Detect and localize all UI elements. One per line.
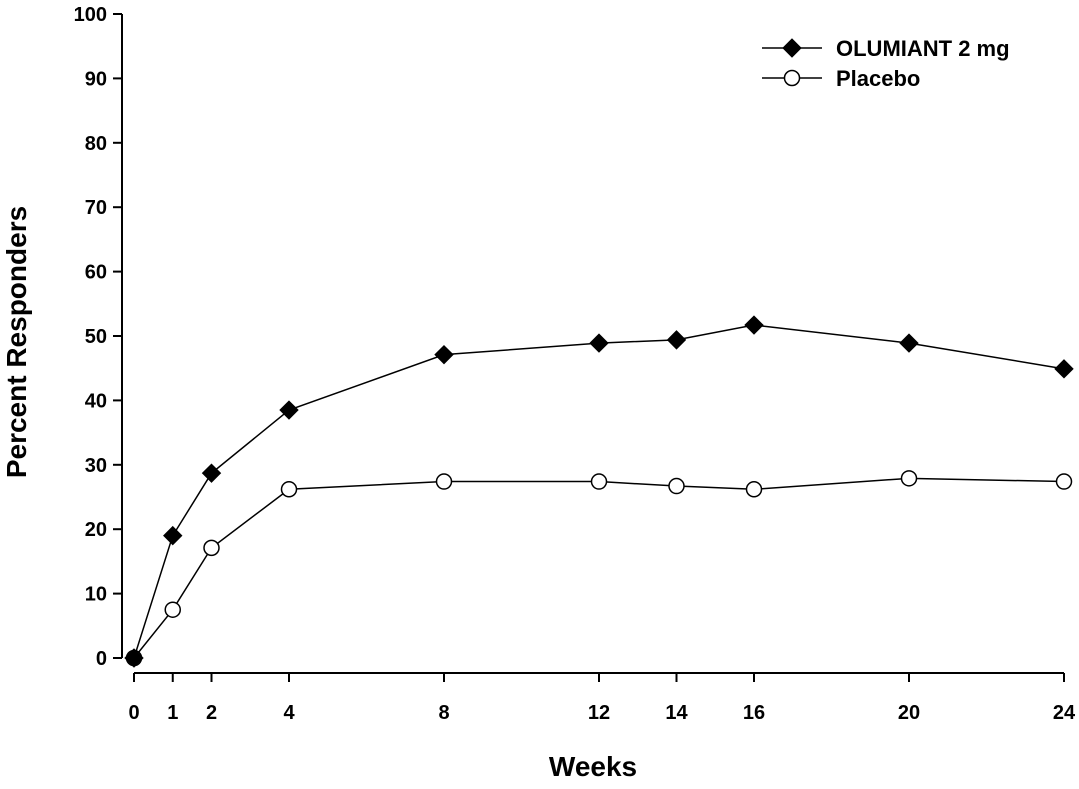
data-point-diamond (201, 463, 222, 483)
data-point-diamond (434, 344, 454, 365)
series-layer (124, 315, 1074, 668)
data-point-diamond (1054, 359, 1074, 379)
y-tick-label: 40 (85, 390, 107, 412)
data-point-circle (668, 477, 685, 495)
series-olumiant (124, 315, 1074, 668)
series-line (133, 477, 1065, 659)
legend-item: Placebo (762, 66, 920, 91)
y-axis-title: Percent Responders (1, 206, 32, 478)
data-point-diamond (899, 333, 919, 353)
data-point-circle (1055, 473, 1073, 490)
y-tick-label: 30 (85, 455, 107, 477)
x-tick-label: 4 (283, 702, 295, 724)
legend-label: Placebo (836, 66, 920, 91)
data-point-diamond (589, 333, 609, 353)
x-tick-label: 14 (665, 702, 688, 724)
y-tick-label: 20 (85, 519, 107, 541)
y-tick-label: 10 (85, 584, 107, 606)
legend: OLUMIANT 2 mg Placebo (762, 36, 1010, 91)
y-tick-label: 70 (85, 197, 107, 219)
legend-label: OLUMIANT 2 mg (836, 36, 1010, 61)
x-tick-label: 0 (128, 702, 139, 724)
legend-item: OLUMIANT 2 mg (762, 36, 1010, 61)
data-point-circle (435, 473, 453, 490)
series-line (133, 324, 1065, 659)
x-tick-label: 12 (588, 702, 610, 724)
data-point-diamond (666, 330, 687, 350)
y-tick-label: 60 (85, 262, 107, 284)
data-point-diamond (279, 400, 299, 420)
series-placebo (125, 470, 1073, 667)
data-point-circle (164, 601, 181, 618)
y-tick-label: 90 (85, 68, 107, 90)
x-tick-label: 8 (438, 702, 449, 724)
y-tick-label: 100 (74, 4, 107, 26)
y-tick-label: 80 (85, 133, 107, 155)
x-tick-label: 2 (206, 702, 217, 724)
data-point-circle (590, 473, 608, 490)
x-tick-label: 24 (1053, 702, 1076, 724)
x-axis-title: Weeks (549, 751, 637, 782)
data-point-circle (900, 470, 918, 487)
data-point-diamond (163, 525, 183, 546)
y-tick-label: 0 (96, 648, 107, 670)
legend-diamond-marker (782, 38, 802, 58)
data-point-diamond (744, 315, 764, 335)
data-point-diamond (124, 648, 144, 668)
x-tick-label: 20 (898, 702, 920, 724)
y-tick-label: 50 (85, 326, 107, 348)
data-point-circle (203, 539, 220, 557)
data-point-circle (280, 481, 298, 498)
x-tick-label: 16 (743, 702, 765, 724)
data-point-circle (745, 481, 763, 498)
x-tick-label: 1 (167, 702, 178, 724)
legend-circle-marker (783, 69, 801, 87)
